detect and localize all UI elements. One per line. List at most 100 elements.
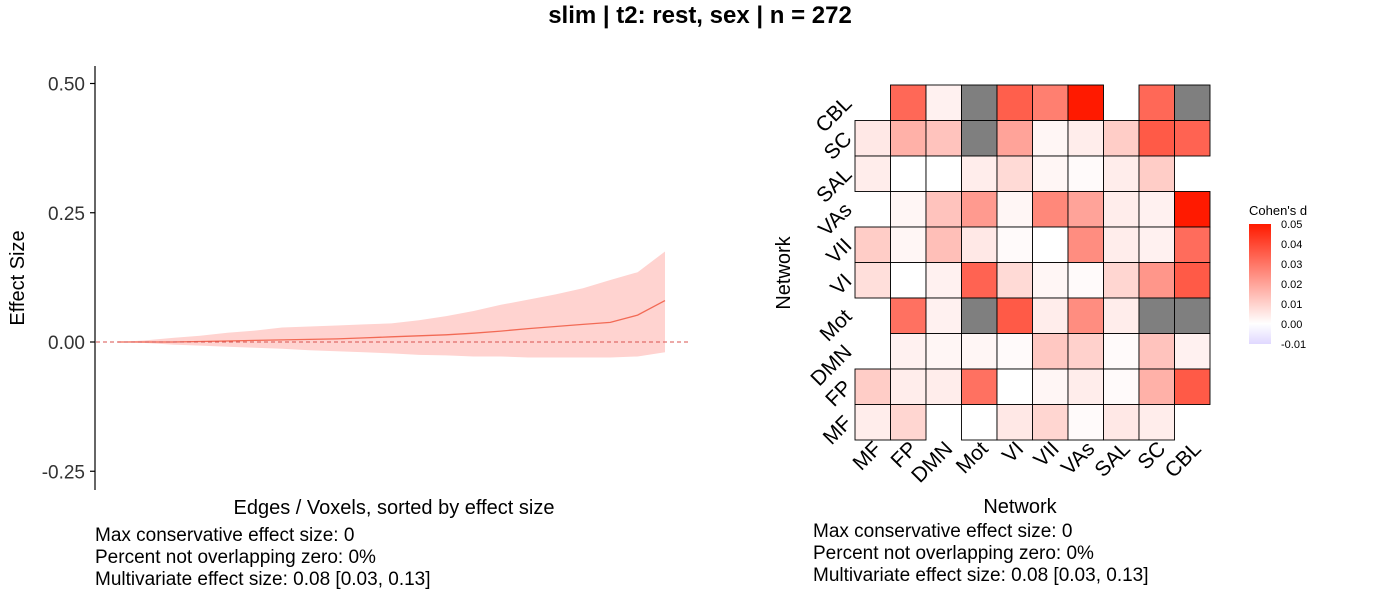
heatmap-cell xyxy=(1067,84,1104,121)
heatmap-cell xyxy=(996,368,1033,405)
legend-title: Cohen's d xyxy=(1249,203,1307,218)
y-tick-label: 0.25 xyxy=(48,204,85,225)
heatmap-cell xyxy=(890,333,927,370)
note-percent-not-overlapping: Percent not overlapping zero: 0% xyxy=(813,543,1094,564)
heatmap-cell xyxy=(996,333,1033,370)
y-tick-label: 0.00 xyxy=(48,333,85,354)
heatmap-cell xyxy=(890,262,927,299)
heatmap-cell xyxy=(1174,297,1211,334)
heatmap-cell xyxy=(961,262,998,299)
legend-tick-label: 0.03 xyxy=(1281,259,1302,271)
heatmap-x-tick-label: VAs xyxy=(1057,437,1099,479)
heatmap-cell xyxy=(854,404,891,441)
heatmap-cells xyxy=(854,84,1211,441)
heatmap-cell xyxy=(1103,333,1140,370)
heatmap-cell xyxy=(996,120,1033,157)
heatmap-cell xyxy=(961,120,998,157)
heatmap-cell xyxy=(1103,262,1140,299)
heatmap-x-tick-label: SAL xyxy=(1090,437,1134,481)
heatmap-cell xyxy=(1138,120,1175,157)
heatmap-cell xyxy=(925,297,962,334)
heatmap-x-axis-label: Network xyxy=(983,496,1057,518)
heatmap-cell xyxy=(1032,191,1069,228)
heatmap-cell xyxy=(1032,84,1069,121)
heatmap-cell xyxy=(996,191,1033,228)
heatmap-cell xyxy=(1103,404,1140,441)
heatmap-cell xyxy=(1103,191,1140,228)
heatmap-cell xyxy=(1067,404,1104,441)
heatmap-cell xyxy=(1138,191,1175,228)
heatmap-cell xyxy=(961,333,998,370)
y-axis-ticks: 0.50 0.25 0.00 -0.25 xyxy=(42,75,95,483)
heatmap-cell xyxy=(1174,120,1211,157)
heatmap-cell xyxy=(1067,155,1104,192)
heatmap-cell xyxy=(1103,120,1140,157)
heatmap-cell xyxy=(925,155,962,192)
heatmap-x-tick-label: CBL xyxy=(1161,437,1206,482)
heatmap-cell xyxy=(1032,333,1069,370)
heatmap-y-tick-label: DMN xyxy=(806,341,856,391)
page-title: slim | t2: rest, sex | n = 272 xyxy=(548,2,852,29)
heatmap-cell xyxy=(1174,191,1211,228)
note-max-conservative: Max conservative effect size: 0 xyxy=(813,521,1073,542)
heatmap-cell xyxy=(1032,262,1069,299)
right-chart-notes: Max conservative effect size: 0 Percent … xyxy=(813,521,1149,587)
heatmap-cell xyxy=(996,404,1033,441)
heatmap-cell xyxy=(1103,155,1140,192)
heatmap-cell xyxy=(1174,84,1211,121)
heatmap-cell xyxy=(890,120,927,157)
heatmap-cell xyxy=(1032,120,1069,157)
heatmap-cell xyxy=(1103,297,1140,334)
heatmap-cell xyxy=(890,226,927,263)
heatmap-cell xyxy=(1067,191,1104,228)
heatmap-cell xyxy=(890,84,927,121)
heatmap-cell xyxy=(1032,404,1069,441)
heatmap-cell xyxy=(925,226,962,263)
heatmap-cell xyxy=(890,191,927,228)
heatmap-cell xyxy=(1067,368,1104,405)
effect-size-line xyxy=(118,300,666,343)
y-tick-label: -0.25 xyxy=(42,462,85,483)
heatmap-x-tick-label: MF xyxy=(849,437,887,475)
heatmap-cell xyxy=(1138,404,1175,441)
heatmap-y-tick-label: MF xyxy=(819,412,857,450)
heatmap-cell xyxy=(996,262,1033,299)
heatmap-y-tick-label: VI xyxy=(826,270,856,300)
effect-size-plot: 0.50 0.25 0.00 -0.25 Effect Size Edges / Vo… xyxy=(7,66,690,519)
heatmap-cell xyxy=(1138,297,1175,334)
heatmap-cell xyxy=(1103,226,1140,263)
heatmap-cell xyxy=(961,297,998,334)
heatmap-cell xyxy=(854,368,891,405)
heatmap-cell xyxy=(925,368,962,405)
y-tick-label: 0.50 xyxy=(48,75,85,96)
heatmap-cell xyxy=(961,226,998,263)
heatmap-y-tick-label: VAs xyxy=(814,199,856,241)
heatmap-cell xyxy=(961,404,998,441)
note-percent-not-overlapping: Percent not overlapping zero: 0% xyxy=(95,547,376,568)
heatmap-y-tick-label: CBL xyxy=(811,92,856,137)
legend-tick-label: 0.01 xyxy=(1281,299,1302,311)
legend-tick-label: 0.05 xyxy=(1281,219,1302,231)
heatmap-cell xyxy=(961,368,998,405)
legend-tick-label: -0.01 xyxy=(1281,339,1306,351)
heatmap-cell xyxy=(925,120,962,157)
heatmap-cell xyxy=(961,84,998,121)
heatmap-cell xyxy=(925,262,962,299)
heatmap-cell xyxy=(854,226,891,263)
heatmap-cell xyxy=(996,226,1033,263)
legend-tick-labels: 0.05 0.04 0.03 0.02 0.01 0.00 -0.01 xyxy=(1281,219,1306,351)
heatmap-cell xyxy=(961,191,998,228)
heatmap-cell xyxy=(996,155,1033,192)
heatmap-cell xyxy=(925,191,962,228)
heatmap-cell xyxy=(925,333,962,370)
heatmap-cell xyxy=(1032,155,1069,192)
heatmap-cell xyxy=(1174,368,1211,405)
heatmap-cell xyxy=(1067,333,1104,370)
heatmap-cell xyxy=(961,155,998,192)
note-max-conservative: Max conservative effect size: 0 xyxy=(95,525,355,546)
legend-color-bar xyxy=(1249,224,1271,344)
note-multivariate-effect: Multivariate effect size: 0.08 [0.03, 0.… xyxy=(95,569,431,590)
